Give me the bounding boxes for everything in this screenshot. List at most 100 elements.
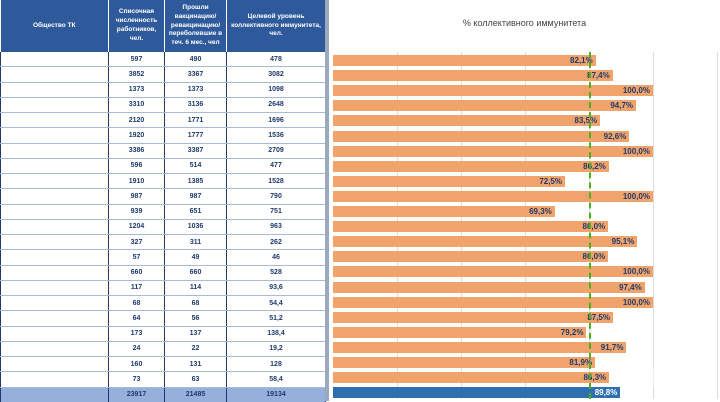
cell-company	[0, 356, 109, 373]
cell-company	[0, 66, 109, 83]
cell-headcount: 939	[108, 204, 165, 220]
cell-target: 477	[226, 158, 326, 175]
cell-target: 790	[226, 188, 326, 205]
cell-vaccinated: 68	[164, 295, 227, 312]
header-target-level: Целевой уровень коллективного иммунитета…	[226, 0, 326, 52]
data-label: 100,0%	[622, 146, 650, 156]
table-row: 160 131 128	[0, 356, 326, 373]
cell-headcount: 3386	[108, 143, 165, 159]
table-row: 73 63 58,4	[0, 371, 326, 388]
cell-vaccinated: 1385	[164, 173, 227, 190]
cell-company	[0, 204, 109, 220]
cell-headcount: 73	[108, 371, 165, 388]
cell-company	[0, 326, 109, 342]
data-label: 83,5%	[574, 116, 598, 126]
cell-target: 478	[226, 52, 326, 68]
cell-target: 963	[226, 219, 326, 236]
cell-vaccinated: 490	[164, 52, 227, 68]
cell-company	[0, 188, 109, 205]
cell-company	[0, 249, 109, 266]
cell-target: 2709	[226, 143, 326, 159]
cell-headcount: 597	[108, 52, 165, 68]
data-label: 100,0%	[622, 191, 650, 201]
cell-company	[0, 310, 109, 327]
table-row: 987 987 790	[0, 188, 326, 205]
chart-bar	[333, 281, 645, 293]
chart-bar	[333, 372, 610, 384]
data-label: 86,2%	[583, 161, 606, 171]
gridline	[717, 52, 718, 399]
total-cell-company	[0, 387, 109, 402]
cell-vaccinated: 651	[164, 204, 227, 220]
table-row: 68 68 54,4	[0, 295, 326, 312]
cell-company	[0, 371, 109, 388]
cell-target: 1536	[226, 127, 326, 144]
chart-bar	[333, 357, 596, 368]
chart-bar	[333, 55, 596, 66]
cell-company	[0, 52, 109, 68]
cell-headcount: 117	[108, 280, 165, 297]
cell-vaccinated: 22	[164, 341, 227, 358]
cell-company	[0, 234, 109, 251]
vaccination-table-panel: Общество ТК Списочная численность работн…	[0, 0, 326, 402]
table-row: 3852 3367 3082	[0, 66, 326, 83]
cell-company	[0, 112, 109, 129]
cell-vaccinated: 56	[164, 310, 227, 327]
cell-headcount: 68	[108, 295, 165, 312]
table-row: 939 651 751	[0, 204, 326, 220]
cell-vaccinated: 1777	[164, 127, 227, 144]
table-row: 64 56 51,2	[0, 310, 326, 327]
data-label: 86,0%	[582, 252, 606, 262]
header-headcount: Списочная численность работников, чел.	[108, 0, 165, 52]
data-label: 100,0%	[622, 267, 650, 277]
data-label: 91,7%	[600, 342, 624, 352]
table-row: 3310 3136 2648	[0, 97, 326, 114]
chart-bar	[333, 266, 653, 278]
table-row: 1204 1036 963	[0, 219, 326, 236]
cell-target: 58,4	[226, 371, 326, 388]
data-label: 100,0%	[622, 86, 650, 96]
panel-divider	[325, 0, 329, 401]
chart-bar	[333, 311, 613, 323]
cell-headcount: 160	[108, 356, 165, 373]
chart-bar	[333, 130, 630, 142]
cell-target: 1528	[226, 173, 326, 190]
cell-vaccinated: 1373	[164, 82, 227, 98]
table-row: 117 114 93,6	[0, 280, 326, 297]
data-label: 97,4%	[619, 282, 642, 292]
cell-target: 51,2	[226, 310, 326, 327]
cell-target: 54,4	[226, 295, 326, 312]
chart-bar	[333, 175, 565, 187]
cell-company	[0, 219, 109, 236]
table-row: 327 311 262	[0, 234, 326, 251]
cell-target: 262	[226, 234, 326, 251]
cell-company	[0, 295, 109, 312]
chart-bar-total	[333, 387, 621, 399]
cell-vaccinated: 3136	[164, 97, 227, 114]
cell-company	[0, 265, 109, 281]
table-row: 2120 1771 1696	[0, 112, 326, 129]
data-label: 87,5%	[587, 312, 610, 322]
chart-bar	[333, 341, 627, 353]
data-label: 94,7%	[610, 101, 634, 111]
cell-target: 1696	[226, 112, 326, 129]
data-label: 69,3%	[529, 207, 552, 216]
cell-target: 1098	[226, 82, 326, 98]
data-label: 87,4%	[587, 71, 610, 81]
vaccination-table: Общество ТК Списочная численность работн…	[0, 0, 326, 402]
table-row: 3386 3387 2709	[0, 143, 326, 159]
cell-headcount: 3852	[108, 66, 165, 83]
chart-bar	[333, 236, 638, 248]
cell-target: 138,4	[226, 326, 326, 342]
chart-bar	[333, 145, 653, 157]
cell-target: 46	[226, 249, 326, 266]
cell-target: 528	[226, 265, 326, 281]
table-total-row: 23917 21485 19134	[0, 387, 326, 402]
cell-company	[0, 158, 109, 175]
table-row: 597 490 478	[0, 52, 326, 68]
cell-headcount: 64	[108, 310, 165, 327]
table-row: 596 514 477	[0, 158, 326, 175]
total-cell-vaccinated: 21485	[164, 387, 227, 402]
immunity-chart: % коллективного иммунитета 82,1% 87,4% 100…	[329, 0, 720, 401]
avito-watermark: Avito	[612, 362, 672, 392]
